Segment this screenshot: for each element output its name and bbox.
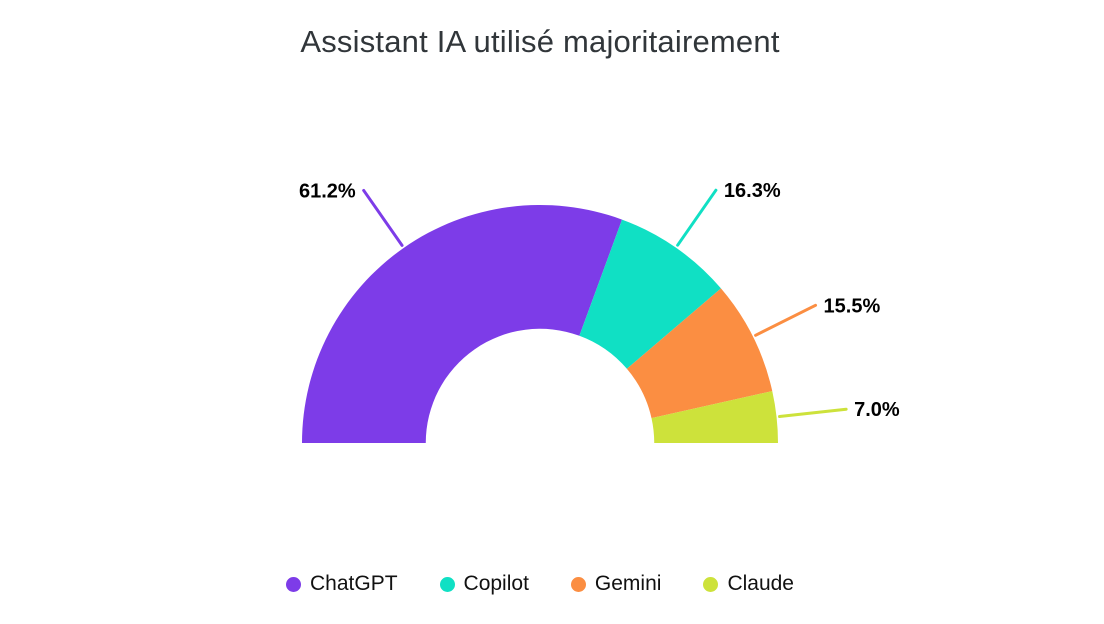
percent-label-chatgpt: 61.2%	[299, 180, 356, 202]
slice-claude[interactable]	[651, 391, 778, 443]
percent-label-copilot: 16.3%	[724, 180, 781, 202]
legend-item-chatgpt[interactable]: ChatGPT	[286, 572, 398, 596]
legend-label-claude: Claude	[727, 572, 794, 595]
donut-slices	[302, 204, 778, 443]
slice-chatgpt[interactable]	[302, 204, 623, 443]
legend-item-gemini[interactable]: Gemini	[570, 572, 662, 596]
percent-label-gemini: 15.5%	[824, 295, 881, 317]
chart-title: Assistant IA utilisé majoritairement	[300, 24, 780, 59]
leader-line-copilot	[676, 188, 718, 247]
legend-label-gemini: Gemini	[594, 572, 662, 595]
percent-labels: 61.2% 16.3% 15.5% 7.0%	[299, 180, 900, 421]
leader-line-gemini	[754, 303, 818, 337]
legend-dot-chatgpt	[286, 576, 301, 592]
leader-lines	[362, 188, 848, 419]
legend-label-copilot: Copilot	[463, 572, 529, 595]
leader-line-claude	[778, 407, 848, 419]
percent-label-claude: 7.0%	[854, 399, 900, 421]
leader-line-chatgpt	[362, 188, 404, 247]
chart-canvas: Assistant IA utilisé majoritairement 61.…	[0, 24, 1080, 596]
chart-legend: ChatGPT Copilot Gemini Claude	[0, 572, 1080, 596]
legend-dot-copilot	[439, 576, 455, 592]
legend-dot-claude	[703, 576, 719, 592]
legend-dot-gemini	[570, 576, 586, 592]
legend-item-copilot[interactable]: Copilot	[439, 572, 529, 596]
legend-item-claude[interactable]: Claude	[703, 572, 794, 596]
legend-label-chatgpt: ChatGPT	[310, 572, 398, 595]
slice-copilot[interactable]	[579, 219, 721, 369]
slice-gemini[interactable]	[626, 288, 773, 419]
